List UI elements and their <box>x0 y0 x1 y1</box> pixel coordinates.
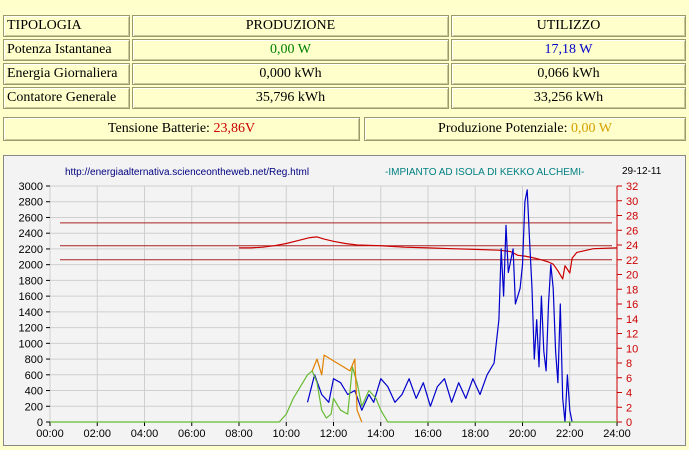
tensione-batterie-status: Tensione Batterie: 23,86V <box>3 117 360 141</box>
y-tick-label: 400 <box>25 386 43 398</box>
y-tick-label: 200 <box>25 401 43 413</box>
header-tipologia: TIPOLOGIA <box>3 15 130 37</box>
x-tick-label: 22:00 <box>556 428 584 440</box>
x-tick-label: 24:00 <box>603 428 631 440</box>
x-tick-label: 00:00 <box>36 428 64 440</box>
utilizzo-contatore-value: 33,256 kWh <box>451 87 686 109</box>
row-label-energia: Energia Giornaliera <box>3 63 130 85</box>
y2-tick-label: 32 <box>626 181 638 193</box>
energy-chart: http://energiaalternativa.scienceonthewe… <box>4 156 685 445</box>
chart-title-text: -IMPIANTO AD ISOLA DI KEKKO ALCHEMI- <box>385 167 584 178</box>
y2-tick-label: 26 <box>626 225 638 237</box>
y2-tick-label: 18 <box>626 284 638 296</box>
y2-tick-label: 4 <box>626 388 632 400</box>
x-tick-label: 02:00 <box>83 428 111 440</box>
series-line-0 <box>239 236 618 280</box>
x-tick-label: 18:00 <box>461 428 489 440</box>
energy-chart-panel: http://energiaalternativa.scienceonthewe… <box>3 155 686 446</box>
chart-url-text[interactable]: http://energiaalternativa.scienceonthewe… <box>65 167 309 178</box>
y2-tick-label: 14 <box>626 314 638 326</box>
y-tick-label: 2000 <box>19 260 43 272</box>
y2-tick-label: 16 <box>626 299 638 311</box>
x-tick-label: 10:00 <box>272 428 300 440</box>
header-produzione: PRODUZIONE <box>132 15 449 37</box>
chart-plot-area: 0200400600800100012001400160018002000220… <box>19 181 639 440</box>
row-label-contatore: Contatore Generale <box>3 87 130 109</box>
y-tick-label: 0 <box>37 417 43 429</box>
produzione-contatore-value: 35,796 kWh <box>132 87 449 109</box>
y-tick-label: 3000 <box>19 181 43 193</box>
y2-tick-label: 10 <box>626 343 638 355</box>
x-tick-label: 20:00 <box>509 428 537 440</box>
y-tick-label: 1000 <box>19 338 43 350</box>
tensione-batterie-value: 23,86V <box>213 121 256 136</box>
x-tick-label: 12:00 <box>320 428 348 440</box>
y2-tick-label: 28 <box>626 211 638 223</box>
x-tick-label: 06:00 <box>178 428 206 440</box>
y2-tick-label: 12 <box>626 329 638 341</box>
series-line-1 <box>306 189 573 423</box>
tensione-batterie-label: Tensione Batterie: <box>107 121 210 136</box>
header-utilizzo: UTILIZZO <box>451 15 686 37</box>
y-tick-label: 2600 <box>19 212 43 224</box>
produzione-energia-value: 0,000 kWh <box>132 63 449 85</box>
x-tick-label: 08:00 <box>225 428 253 440</box>
y-tick-label: 600 <box>25 370 43 382</box>
chart-date-text: 29-12-11 <box>622 166 662 177</box>
produzione-potenza-value: 0,00 W <box>132 39 449 61</box>
y-tick-label: 2800 <box>19 197 43 209</box>
produzione-potenziale-label: Produzione Potenziale: <box>438 121 568 136</box>
y2-tick-label: 8 <box>626 358 632 370</box>
y2-tick-label: 24 <box>626 240 638 252</box>
y-tick-label: 1400 <box>19 307 43 319</box>
x-tick-label: 04:00 <box>131 428 159 440</box>
series-line-2 <box>50 366 617 423</box>
y2-tick-label: 6 <box>626 373 632 385</box>
y-tick-label: 1800 <box>19 275 43 287</box>
series-line-3 <box>311 354 363 423</box>
x-tick-label: 14:00 <box>367 428 395 440</box>
y2-tick-label: 30 <box>626 196 638 208</box>
produzione-potenziale-status: Produzione Potenziale: 0,00 W <box>364 117 686 141</box>
row-label-potenza: Potenza Istantanea <box>3 39 130 61</box>
y2-tick-label: 0 <box>626 417 632 429</box>
y2-tick-label: 2 <box>626 402 632 414</box>
y-tick-label: 800 <box>25 354 43 366</box>
y-tick-label: 1600 <box>19 291 43 303</box>
y-tick-label: 2400 <box>19 228 43 240</box>
x-tick-label: 16:00 <box>414 428 442 440</box>
y-tick-label: 1200 <box>19 323 43 335</box>
produzione-potenziale-value: 0,00 W <box>571 121 612 136</box>
y-tick-label: 2200 <box>19 244 43 256</box>
utilizzo-energia-value: 0,066 kWh <box>451 63 686 85</box>
y2-tick-label: 22 <box>626 255 638 267</box>
utilizzo-potenza-value: 17,18 W <box>451 39 686 61</box>
y2-tick-label: 20 <box>626 270 638 282</box>
